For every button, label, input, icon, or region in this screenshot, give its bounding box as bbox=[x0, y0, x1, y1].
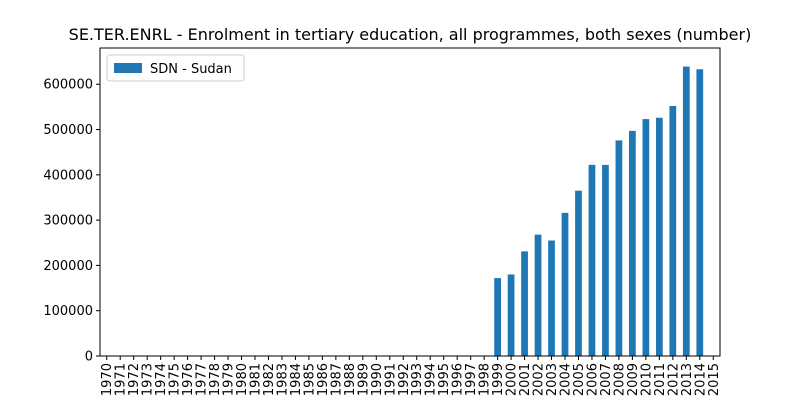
x-tick-label: 2006 bbox=[585, 363, 600, 396]
x-tick-label: 1996 bbox=[451, 363, 466, 396]
x-tick-label: 1981 bbox=[249, 363, 264, 396]
x-tick-label: 1989 bbox=[356, 363, 371, 396]
bar-2004 bbox=[561, 212, 569, 356]
x-tick-label: 2005 bbox=[572, 363, 587, 396]
y-tick-label: 400000 bbox=[43, 168, 93, 183]
x-tick-label: 2003 bbox=[545, 363, 560, 396]
legend: SDN - Sudan bbox=[106, 54, 245, 82]
x-tick-label: 1986 bbox=[316, 363, 331, 396]
x-tick-label: 2007 bbox=[599, 363, 614, 396]
chart-title: SE.TER.ENRL - Enrolment in tertiary educ… bbox=[69, 25, 752, 44]
x-tick-label: 1978 bbox=[208, 363, 223, 396]
y-tick-label: 200000 bbox=[43, 259, 93, 274]
bar-2001 bbox=[521, 251, 528, 356]
x-tick-label: 1992 bbox=[397, 363, 412, 396]
y-tick-label: 0 bbox=[85, 350, 93, 365]
x-tick-label: 2001 bbox=[518, 363, 533, 396]
x-tick-label: 1979 bbox=[222, 363, 237, 396]
x-tick-label: 1997 bbox=[464, 363, 479, 396]
x-tick-label: 1990 bbox=[370, 363, 385, 396]
x-tick-label: 2004 bbox=[559, 363, 574, 396]
x-tick-label: 1973 bbox=[141, 363, 156, 396]
bar-2005 bbox=[575, 190, 582, 356]
bar-2003 bbox=[548, 240, 555, 356]
x-tick-label: 1977 bbox=[195, 363, 210, 396]
x-tick-label: 1983 bbox=[275, 363, 290, 396]
x-tick-label: 2011 bbox=[653, 363, 668, 396]
x-tick-label: 2013 bbox=[680, 363, 695, 396]
x-tick-label: 1972 bbox=[127, 363, 142, 396]
x-tick-label: 1988 bbox=[343, 363, 358, 396]
x-tick-label: 1987 bbox=[329, 363, 344, 396]
y-tick-label: 600000 bbox=[43, 78, 93, 93]
x-tick-label: 1976 bbox=[181, 363, 196, 396]
y-tick-label: 500000 bbox=[43, 123, 93, 138]
plot-area: 0 100000 200000 300000 400000 500000 600000 197… bbox=[43, 47, 722, 396]
legend-swatch bbox=[114, 63, 142, 73]
x-tick-label: 2015 bbox=[707, 363, 722, 396]
y-tick-label: 100000 bbox=[43, 304, 93, 319]
x-tick-label: 1970 bbox=[100, 363, 115, 396]
bar-2012 bbox=[669, 105, 677, 356]
legend-frame bbox=[106, 54, 245, 82]
x-tick-label: 2000 bbox=[505, 363, 520, 396]
x-tick-label: 2008 bbox=[612, 363, 627, 396]
x-tick-label: 1980 bbox=[235, 363, 250, 396]
x-tick-label: 1971 bbox=[114, 363, 129, 396]
bar-1999 bbox=[494, 278, 501, 356]
x-tick-label: 2002 bbox=[532, 363, 547, 396]
x-tick-label: 1994 bbox=[424, 363, 439, 396]
bar-2000 bbox=[507, 274, 515, 356]
legend-label: SDN - Sudan bbox=[150, 62, 232, 77]
x-tick-label: 2009 bbox=[626, 363, 641, 396]
x-tick-label: 1999 bbox=[491, 363, 506, 396]
y-tick-label: 300000 bbox=[43, 214, 93, 229]
bar-2013 bbox=[682, 66, 690, 356]
x-tick-label: 1993 bbox=[410, 363, 425, 396]
bar-2006 bbox=[588, 164, 596, 356]
bar-2009 bbox=[629, 130, 636, 356]
bar-2011 bbox=[655, 117, 663, 357]
x-tick-label: 2014 bbox=[693, 363, 708, 396]
x-tick-label: 2012 bbox=[666, 363, 681, 396]
x-tick-label: 1991 bbox=[383, 363, 398, 396]
bar-2002 bbox=[534, 234, 542, 356]
x-tick-label: 1984 bbox=[289, 363, 304, 396]
x-tick-label: 1995 bbox=[437, 363, 452, 396]
bar-2014 bbox=[696, 69, 704, 356]
x-tick-label: 2010 bbox=[639, 363, 654, 396]
x-tick-label: 1982 bbox=[262, 363, 277, 396]
x-tick-label: 1985 bbox=[302, 363, 317, 396]
bar-2007 bbox=[602, 164, 609, 356]
x-tick-label: 1975 bbox=[168, 363, 183, 396]
bar-2010 bbox=[642, 119, 650, 357]
axes-frame bbox=[99, 47, 721, 357]
x-tick-label: 1974 bbox=[154, 363, 169, 396]
x-tick-label: 1998 bbox=[478, 363, 493, 396]
bar-2008 bbox=[615, 140, 623, 356]
